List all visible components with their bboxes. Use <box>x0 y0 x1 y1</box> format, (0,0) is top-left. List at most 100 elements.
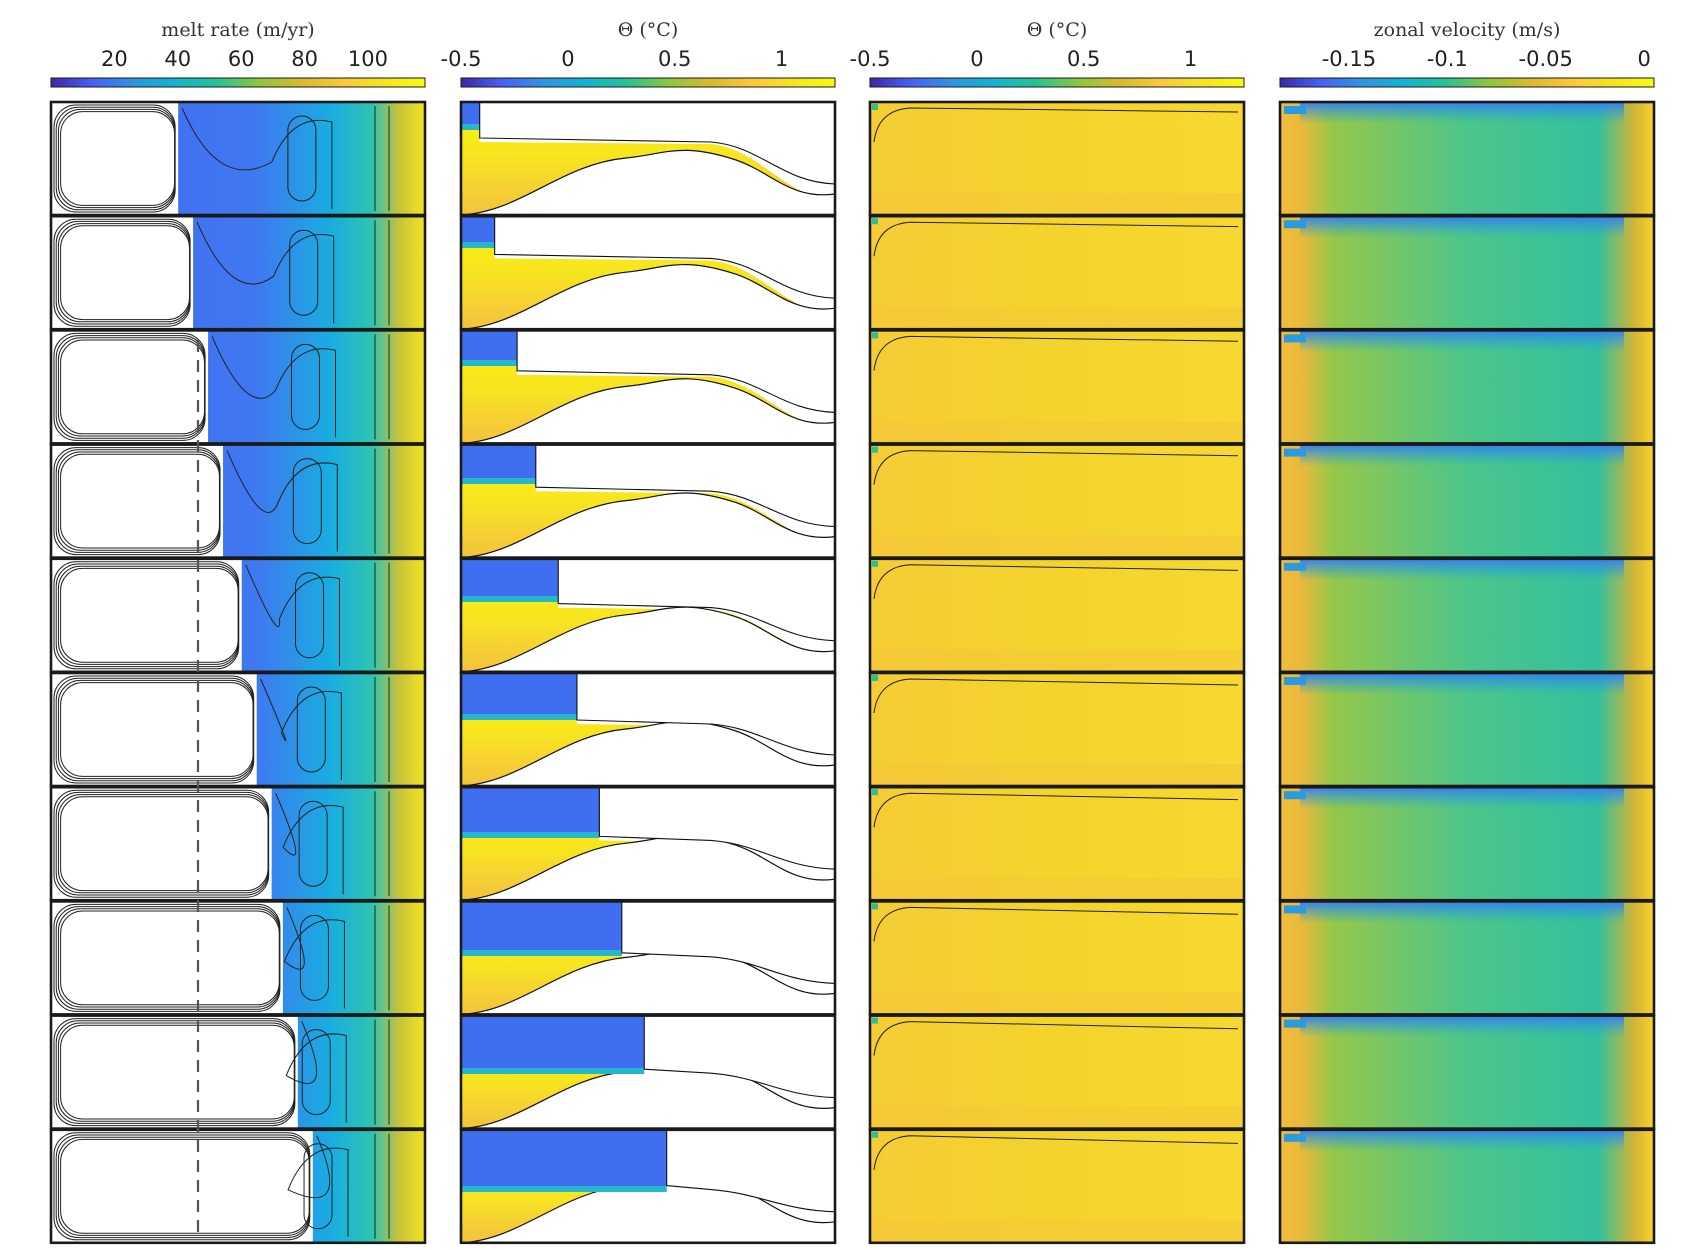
section-panel-frame <box>459 1128 837 1245</box>
temperature-panel <box>868 1014 1246 1130</box>
section-panel <box>459 557 837 674</box>
melt-panel <box>49 785 427 902</box>
temperature-cold-corner <box>872 218 878 225</box>
seabed-outline <box>460 149 836 216</box>
velocity-panel-frame <box>1278 1128 1656 1245</box>
grounded-ice-region <box>51 216 194 330</box>
colorbar-tick-label: -0.1 <box>1427 47 1468 71</box>
velocity-panel <box>1278 557 1656 674</box>
colorbar-tick-label: 40 <box>164 47 191 71</box>
velocity-panel <box>1278 100 1656 217</box>
grounded-ice-region <box>51 673 257 786</box>
temperature-cold-corner <box>872 903 878 910</box>
velocity-jet <box>1300 1129 1624 1152</box>
temperature-lower-band <box>870 421 1244 444</box>
streamline <box>60 682 254 777</box>
cold-plume <box>461 102 480 124</box>
ice-shelf <box>479 101 836 185</box>
cold-plume <box>461 673 577 714</box>
cold-plume <box>461 558 559 596</box>
temperature-panel <box>868 100 1246 217</box>
plume-edge <box>461 596 559 602</box>
seabed-outline <box>460 720 836 787</box>
section-panel <box>459 671 837 788</box>
seabed <box>461 264 835 330</box>
streamline <box>60 225 191 321</box>
colorbar-title-theta-section: Θ (°C) <box>618 19 678 41</box>
velocity-corner-jet <box>1284 334 1306 343</box>
temperature-lower-band <box>870 193 1244 215</box>
melt-contour <box>296 686 326 773</box>
melt-contour <box>196 222 335 324</box>
melt-panel <box>49 329 427 445</box>
plume-edge <box>461 1186 667 1192</box>
velocity-jet <box>1300 787 1624 810</box>
temperature-contour <box>873 221 1239 257</box>
colorbar-tick-label: 20 <box>101 47 128 71</box>
temperature-panel <box>868 671 1246 788</box>
melt-panel <box>49 1014 427 1130</box>
colorbar-tick-label: 0 <box>970 47 983 71</box>
seabed <box>461 607 835 672</box>
grounded-ice-region <box>51 1015 298 1129</box>
section-panel <box>459 1128 837 1245</box>
colorbar-ticks-melt-rate: 20 40 60 80 100 <box>101 47 388 83</box>
temperature-cold-corner <box>872 332 878 339</box>
melt-contour <box>303 1143 333 1230</box>
streamline <box>60 910 280 1006</box>
temperature-lower-band <box>870 764 1244 786</box>
colorbar-tick-label: -0.5 <box>441 47 482 71</box>
streamline <box>60 453 220 549</box>
seabed <box>461 150 835 215</box>
temperature-cold-corner <box>872 1131 878 1138</box>
colorbar-title-melt-rate: melt rate (m/yr) <box>161 19 314 41</box>
grounded-ice-region <box>51 444 224 558</box>
melt-contour <box>245 564 341 666</box>
colorbar-tick-label: 60 <box>228 47 255 71</box>
seabed <box>461 378 835 444</box>
plume-edge <box>461 714 577 720</box>
velocity-corner-jet <box>1284 1019 1306 1028</box>
colorbar-melt-rate <box>50 77 426 88</box>
cold-plume <box>461 1129 667 1186</box>
panels-theta-section <box>459 100 837 1245</box>
velocity-corner-jet <box>1284 1133 1306 1142</box>
melt-panel <box>49 443 427 559</box>
temperature-contour <box>873 792 1239 828</box>
temperature-panel <box>868 1128 1246 1245</box>
melt-contour <box>287 1135 349 1237</box>
colorbar-tick-label: 1 <box>775 47 788 71</box>
colorbar-title-zonal-velocity: zonal velocity (m/s) <box>1374 19 1561 41</box>
velocity-panel <box>1278 785 1656 902</box>
melt-contour <box>287 115 317 202</box>
melt-panel <box>49 671 427 788</box>
temperature-lower-band <box>870 535 1244 558</box>
velocity-panel <box>1278 1128 1656 1245</box>
temperature-lower-band <box>870 649 1244 672</box>
velocity-panel <box>1278 329 1656 445</box>
plume-edge <box>461 1068 645 1074</box>
melt-contour <box>181 107 333 209</box>
seabed-outline <box>460 492 836 559</box>
colorbar-tick-label: -0.5 <box>850 47 891 71</box>
section-panel <box>459 443 837 559</box>
plume-edge <box>461 478 536 484</box>
column-theta-plan: Θ (°C) -0.5 0 0.5 1 <box>850 19 1246 1245</box>
grounded-ice-region <box>51 330 209 444</box>
colorbar-theta-section <box>460 77 836 88</box>
temperature-contour <box>873 335 1239 371</box>
streamline <box>60 1138 310 1234</box>
grounded-ice-region <box>51 1129 313 1243</box>
streamline <box>60 111 176 206</box>
melt-contour <box>275 793 344 895</box>
melt-contour <box>283 907 345 1009</box>
velocity-jet <box>1300 102 1624 124</box>
velocity-corner-jet <box>1284 905 1306 914</box>
plume-edge <box>461 360 518 366</box>
colorbar-tick-label: 80 <box>291 47 318 71</box>
velocity-panel <box>1278 214 1656 331</box>
colorbar-tick-label: 100 <box>348 47 388 71</box>
seabed-outline <box>460 264 836 330</box>
cold-plume <box>461 787 600 832</box>
velocity-panel <box>1278 1014 1656 1130</box>
